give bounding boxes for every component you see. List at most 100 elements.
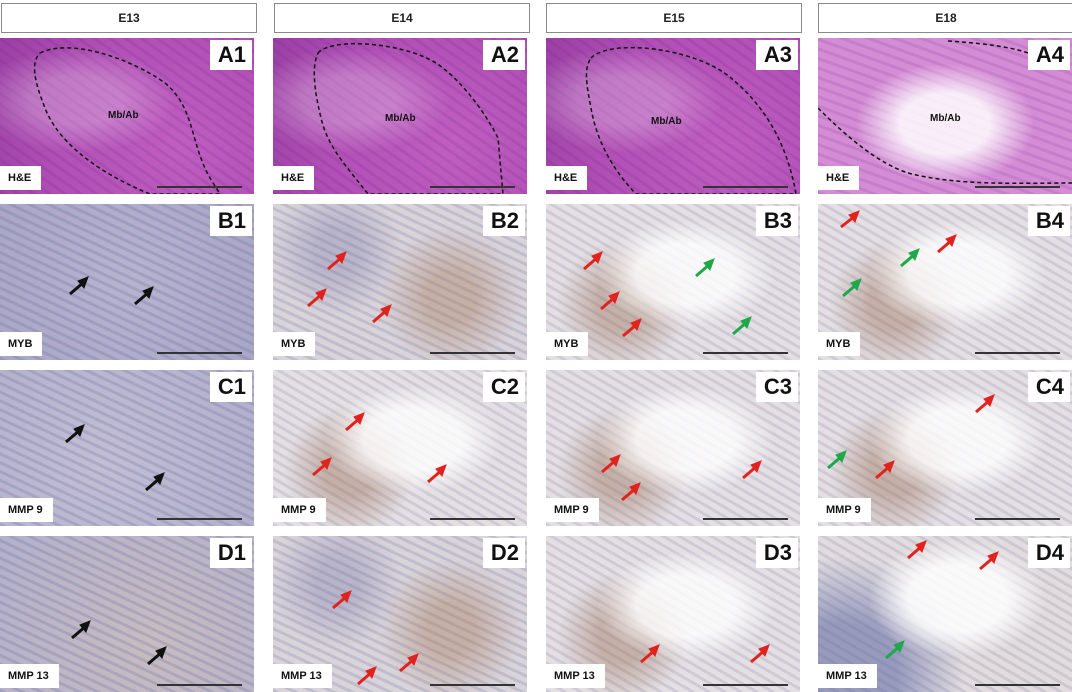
arrow-group (885, 540, 999, 660)
green-arrow (900, 248, 920, 268)
column-header-e18: E18 (818, 3, 1072, 33)
red-arrow (979, 551, 999, 571)
stain-label: MMP 13 (273, 664, 332, 688)
panel-d1: D1 MMP 13 (0, 536, 254, 692)
dashed-outline (33, 47, 221, 194)
red-arrow (332, 590, 352, 610)
panel-c4: C4 MMP 9 (818, 370, 1072, 526)
green-arrow (842, 278, 862, 298)
region-label: Mb/Ab (651, 116, 682, 127)
red-arrow (742, 460, 762, 480)
panel-c3: C3 MMP 9 (546, 370, 800, 526)
scale-bar (703, 684, 788, 686)
red-arrow (307, 288, 327, 308)
scale-bar (430, 186, 515, 188)
panel-label: A2 (482, 40, 525, 70)
stain-label: MMP 13 (546, 664, 605, 688)
red-arrow (345, 412, 365, 432)
panel-label: C3 (755, 372, 798, 402)
red-arrow (875, 460, 895, 480)
red-arrow (937, 234, 957, 254)
red-arrow (357, 666, 377, 686)
arrow-group (827, 394, 995, 480)
red-arrow (975, 394, 995, 414)
arrow-group (583, 251, 752, 338)
scale-bar (975, 684, 1060, 686)
dashed-outline (818, 40, 1072, 185)
red-arrow (399, 653, 419, 673)
red-arrow (907, 540, 927, 560)
panel-b4: B4 MYB (818, 204, 1072, 360)
black-arrow (71, 620, 91, 640)
panel-c2: C2 MMP 9 (273, 370, 527, 526)
stain-label: MMP 13 (0, 664, 59, 688)
red-arrow (327, 251, 347, 271)
scale-bar (703, 186, 788, 188)
panel-label: D2 (482, 538, 525, 568)
panel-label: B2 (482, 206, 525, 236)
stain-label: H&E (546, 166, 588, 190)
arrow-group (640, 644, 770, 664)
panel-label: B3 (755, 206, 798, 236)
scale-bar (430, 518, 515, 520)
black-arrow (69, 276, 89, 296)
black-arrow (145, 472, 165, 492)
arrow-group (840, 210, 957, 298)
arrow-group (312, 412, 447, 484)
scale-bar (975, 352, 1060, 354)
red-arrow (601, 454, 621, 474)
black-arrow (65, 424, 85, 444)
stain-label: MMP 9 (0, 498, 53, 522)
ihc-micrograph (818, 536, 1072, 692)
scale-bar (430, 684, 515, 686)
column-header-e14: E14 (274, 3, 530, 33)
stain-label: MYB (546, 332, 589, 356)
red-arrow (312, 457, 332, 477)
stain-label: MYB (273, 332, 316, 356)
panel-b2: B2 MYB (273, 204, 527, 360)
black-arrow (134, 286, 154, 306)
red-arrow (640, 644, 660, 664)
arrow-group (65, 424, 165, 492)
arrow-group (601, 454, 762, 502)
scale-bar (157, 518, 242, 520)
red-arrow (583, 251, 603, 271)
green-arrow (695, 258, 715, 278)
stain-label: H&E (818, 166, 860, 190)
red-arrow (600, 291, 620, 311)
stain-label: MMP 13 (818, 664, 877, 688)
panel-b3: B3 MYB (546, 204, 800, 360)
green-arrow (885, 640, 905, 660)
arrow-group (332, 590, 419, 686)
scale-bar (703, 352, 788, 354)
scale-bar (975, 186, 1060, 188)
scale-bar (703, 518, 788, 520)
arrow-group (307, 251, 392, 324)
stain-label: MMP 9 (273, 498, 326, 522)
green-arrow (827, 450, 847, 470)
panel-label: B4 (1027, 206, 1070, 236)
dashed-outline (313, 43, 504, 194)
red-arrow (840, 210, 860, 229)
red-arrow (427, 464, 447, 484)
dashed-outline (585, 46, 797, 194)
red-arrow (621, 482, 641, 502)
panel-c1: C1 MMP 9 (0, 370, 254, 526)
scale-bar (157, 186, 242, 188)
panel-label: C4 (1027, 372, 1070, 402)
stain-label: H&E (0, 166, 42, 190)
column-header-e15: E15 (546, 3, 802, 33)
stain-label: MMP 9 (546, 498, 599, 522)
scale-bar (157, 684, 242, 686)
scale-bar (430, 352, 515, 354)
region-label: Mb/Ab (385, 113, 416, 124)
red-arrow (372, 304, 392, 324)
panel-label: D3 (755, 538, 798, 568)
region-label: Mb/Ab (108, 110, 139, 121)
scale-bar (975, 518, 1060, 520)
region-label: Mb/Ab (930, 113, 961, 124)
panel-a4: Mb/Ab A4 H&E (818, 38, 1072, 194)
panel-d4: D4 MMP 13 (818, 536, 1072, 692)
panel-d2: D2 MMP 13 (273, 536, 527, 692)
black-arrow (147, 646, 167, 666)
